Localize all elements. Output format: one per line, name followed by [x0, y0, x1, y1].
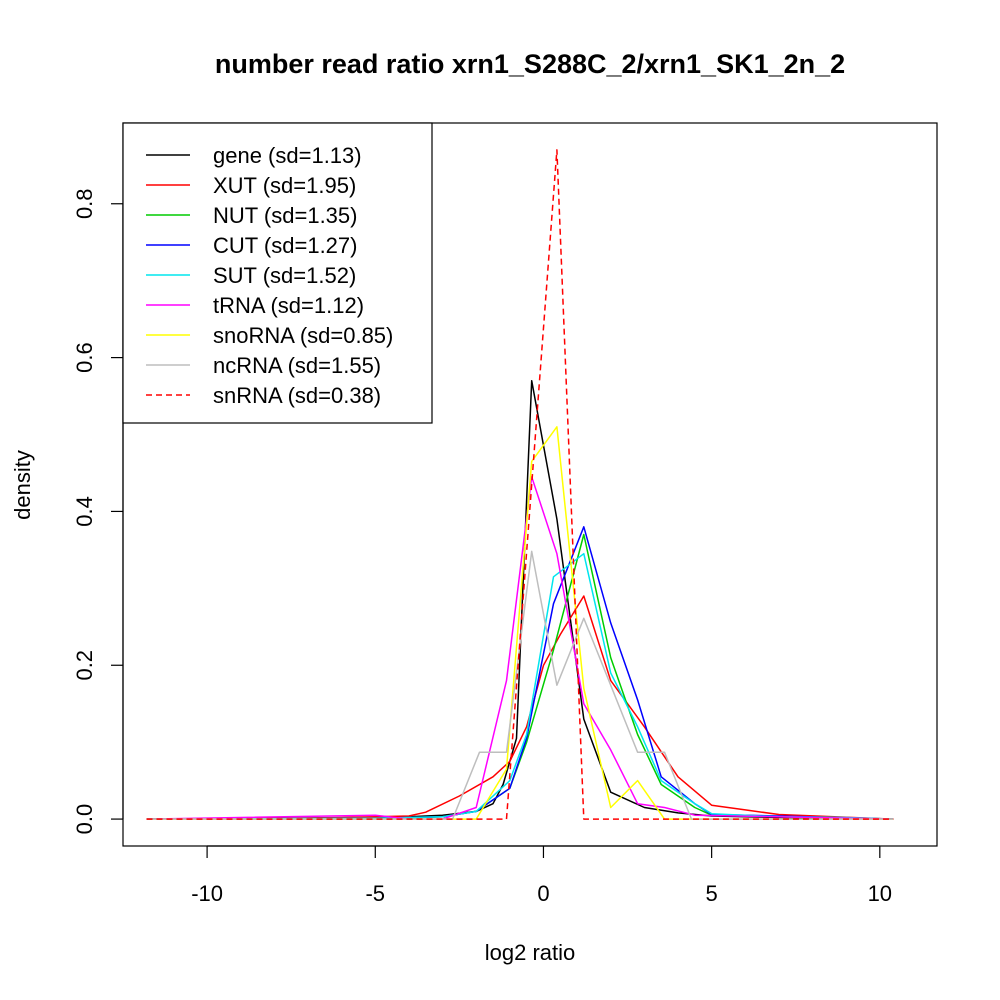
y-tick-label: 0.4: [72, 496, 97, 527]
legend-label-0: gene (sd=1.13): [213, 143, 362, 168]
x-axis: -10 -5 0 5 10: [191, 845, 892, 906]
x-tick-label: 5: [706, 881, 718, 906]
legend-label-5: tRNA (sd=1.12): [213, 293, 364, 318]
chart-title: number read ratio xrn1_S288C_2/xrn1_SK1_…: [215, 49, 845, 79]
legend-label-1: XUT (sd=1.95): [213, 173, 356, 198]
series-line-1: [146, 595, 894, 820]
legend: gene (sd=1.13) XUT (sd=1.95) NUT (sd=1.35)…: [122, 122, 433, 424]
legend-label-4: SUT (sd=1.52): [213, 263, 356, 288]
y-tick-label: 0.6: [72, 342, 97, 373]
y-tick-label: 0.0: [72, 804, 97, 835]
y-tick-label: 0.2: [72, 650, 97, 681]
legend-label-6: snoRNA (sd=0.85): [213, 323, 393, 348]
series-line-4: [146, 552, 894, 820]
x-tick-label: 0: [537, 881, 549, 906]
x-axis-label: log2 ratio: [485, 940, 576, 965]
legend-label-7: ncRNA (sd=1.55): [213, 353, 381, 378]
series-line-7: [146, 550, 894, 820]
legend-box: [122, 122, 433, 424]
x-tick-label: -5: [365, 881, 385, 906]
x-tick-label: 10: [868, 881, 892, 906]
x-tick-label: -10: [191, 881, 223, 906]
series-line-8: [146, 149, 894, 820]
legend-label-3: CUT (sd=1.27): [213, 233, 357, 258]
series-layer: [146, 149, 894, 820]
legend-label-2: NUT (sd=1.35): [213, 203, 357, 228]
legend-label-8: snRNA (sd=0.38): [213, 383, 381, 408]
y-axis: 0.0 0.2 0.4 0.6 0.8: [72, 188, 124, 835]
y-axis-label: density: [10, 450, 35, 520]
y-tick-label: 0.8: [72, 188, 97, 219]
